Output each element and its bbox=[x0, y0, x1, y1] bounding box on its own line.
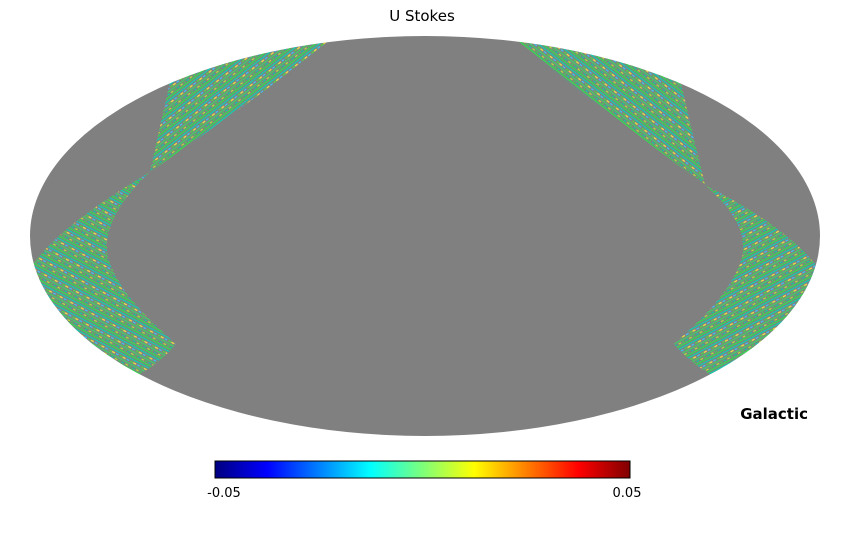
colorbar-gradient-bar bbox=[214, 460, 631, 479]
chart-title: U Stokes bbox=[389, 7, 455, 25]
coordinate-system-label: Galactic bbox=[740, 405, 808, 423]
colorbar-max-label: 0.05 bbox=[613, 486, 642, 501]
sky-map-ellipse bbox=[30, 36, 820, 436]
colorbar: -0.05 0.05 bbox=[207, 460, 642, 501]
colorbar-min-label: -0.05 bbox=[207, 486, 241, 501]
